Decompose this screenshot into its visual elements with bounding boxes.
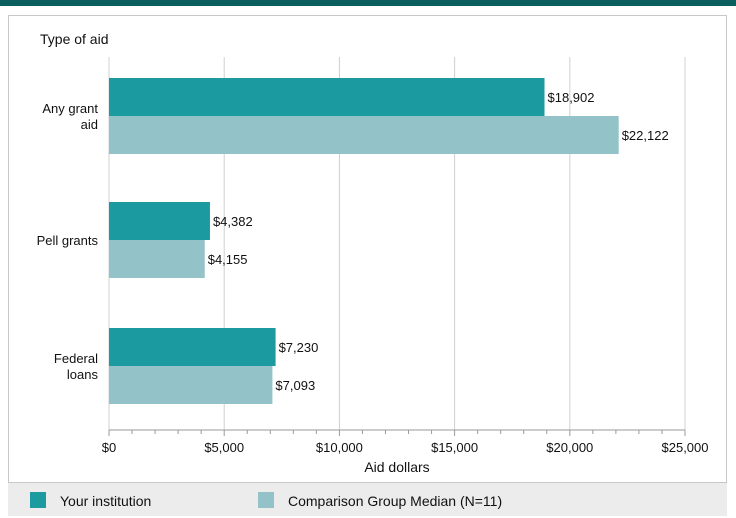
legend-label-your-institution: Your institution <box>60 493 152 509</box>
bar-chart: Type of aid $18,902 $22,122 $4,382 $4,155 $7… <box>37 31 709 475</box>
bar-your-institution <box>109 328 276 366</box>
x-tick-label: $25,000 <box>662 440 709 455</box>
legend-swatch-your-institution <box>30 492 46 508</box>
y-axis-title: Type of aid <box>40 31 109 47</box>
bar-comparison-group <box>109 116 619 154</box>
legend: Your institution Comparison Group Median… <box>8 483 727 516</box>
bar-comparison-group <box>109 240 205 278</box>
x-tick-label: $10,000 <box>316 440 363 455</box>
bar-value-label: $7,093 <box>275 378 315 393</box>
bar-value-label: $18,902 <box>548 90 595 105</box>
header-accent-bar <box>0 0 736 6</box>
bar-value-label: $4,382 <box>213 214 253 229</box>
x-tick-label: $5,000 <box>204 440 244 455</box>
category-labels: Any grant aid Pell grants Federal loans <box>37 101 99 382</box>
category-label: Any grant aid <box>42 101 98 132</box>
x-tick-label: $15,000 <box>431 440 478 455</box>
bar-value-label: $22,122 <box>622 128 669 143</box>
bars: $18,902 $22,122 $4,382 $4,155 $7,230 $7,093 <box>109 78 669 404</box>
x-tick-label: $0 <box>102 440 116 455</box>
legend-label-comparison-group: Comparison Group Median (N=11) <box>288 493 503 509</box>
bar-value-label: $7,230 <box>279 340 319 355</box>
bar-value-label: $4,155 <box>208 252 248 267</box>
x-tick-labels: $0 $5,000 $10,000 $15,000 $20,000 $25,000 <box>102 440 709 455</box>
legend-swatch-comparison-group <box>258 492 274 508</box>
bar-your-institution <box>109 202 210 240</box>
category-label: Pell grants <box>37 233 99 248</box>
x-tick-label: $20,000 <box>546 440 593 455</box>
x-axis-title: Aid dollars <box>364 459 429 475</box>
bar-your-institution <box>109 78 545 116</box>
bar-comparison-group <box>109 366 273 404</box>
category-label: Federal loans <box>54 351 99 382</box>
